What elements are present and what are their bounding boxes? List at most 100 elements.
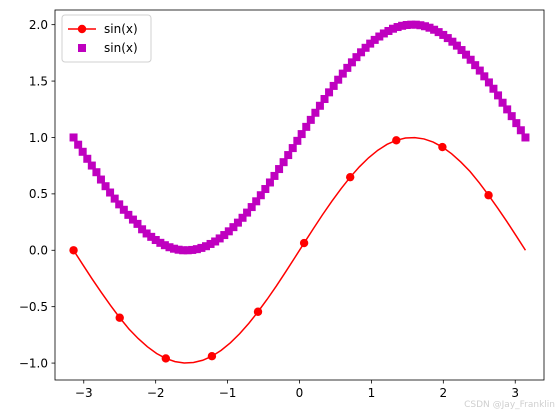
data-point-square <box>293 136 302 145</box>
data-point-square <box>288 144 297 153</box>
data-point-square <box>96 175 105 184</box>
data-point-circle <box>207 351 217 361</box>
data-point-square <box>475 66 484 75</box>
data-point-square <box>83 154 92 163</box>
data-point-square <box>466 55 475 64</box>
data-point-square <box>379 29 388 38</box>
y-tick-label: −0.5 <box>19 300 48 314</box>
data-point-square <box>416 21 425 30</box>
data-point-square <box>256 191 265 200</box>
data-point-square <box>174 245 183 254</box>
x-tick-label: 3 <box>511 386 519 400</box>
data-point-square <box>420 22 429 31</box>
data-point-square <box>233 218 242 227</box>
data-point-square <box>402 21 411 30</box>
data-point-square <box>325 88 334 97</box>
x-tick-label: 2 <box>440 386 448 400</box>
x-tick-label: 1 <box>368 386 376 400</box>
data-point-square <box>384 26 393 35</box>
data-point-square <box>347 58 356 67</box>
y-tick-label: 2.0 <box>29 18 48 32</box>
data-point-square <box>471 61 480 70</box>
data-point-square <box>462 50 471 59</box>
data-point-square <box>375 32 384 41</box>
data-point-square <box>133 219 142 228</box>
data-point-square <box>411 20 420 29</box>
data-point-square <box>430 25 439 34</box>
data-point-square <box>311 108 320 117</box>
data-point-square <box>261 185 270 194</box>
data-point-square <box>512 119 521 128</box>
axes-frame <box>54 9 545 381</box>
data-point-square <box>498 98 507 107</box>
y-tick-label: 1.0 <box>29 131 48 145</box>
data-point-square <box>357 48 366 57</box>
data-point-square <box>361 43 370 52</box>
data-point-square <box>156 238 165 247</box>
data-point-circle <box>161 354 171 363</box>
data-point-circle <box>392 136 401 145</box>
data-point-square <box>147 232 156 241</box>
data-point-square <box>297 130 306 139</box>
y-tick-label: −1.0 <box>19 356 48 370</box>
data-point-square <box>142 229 151 238</box>
data-point-square <box>165 243 174 252</box>
data-point-square <box>101 182 110 191</box>
data-point-square <box>393 23 402 32</box>
data-point-square <box>315 101 324 110</box>
data-point-square <box>247 203 256 212</box>
data-point-square <box>192 245 201 254</box>
data-point-square <box>284 151 293 160</box>
data-point-square <box>110 194 119 203</box>
data-point-circle <box>69 246 78 255</box>
data-point-square <box>188 245 197 254</box>
axes: −3 −2 −1 0 1 2 3 −1.0 −0.5 0.0 0.5 1.0 1.5 2.0 <box>19 9 545 400</box>
data-point-square <box>275 165 284 174</box>
data-point-square <box>119 205 128 214</box>
data-point-square <box>425 23 434 32</box>
data-point-square <box>507 112 516 121</box>
data-point-square <box>211 237 220 246</box>
data-point-square <box>197 243 206 252</box>
data-point-square <box>480 72 489 81</box>
data-point-square <box>69 133 78 142</box>
legend-label-series-2: sin(x) <box>104 41 138 55</box>
data-point-square <box>407 20 416 29</box>
data-point-square <box>484 78 493 87</box>
data-point-square <box>443 34 452 43</box>
data-point-square <box>494 91 503 100</box>
y-tick-label: 0.0 <box>29 244 48 258</box>
data-point-square <box>106 188 115 197</box>
data-point-square <box>270 171 279 180</box>
data-point-square <box>306 115 315 124</box>
data-point-square <box>220 231 229 240</box>
data-point-square <box>138 225 147 234</box>
data-point-square <box>92 168 101 177</box>
data-point-square <box>179 246 188 255</box>
x-tick-label: −2 <box>147 386 165 400</box>
data-point-square <box>343 63 352 72</box>
data-point-square <box>448 37 457 46</box>
data-point-square <box>320 95 329 104</box>
data-point-square <box>265 178 274 187</box>
data-point-square <box>115 200 124 209</box>
data-point-square <box>370 35 379 44</box>
data-point-square <box>78 147 87 156</box>
data-point-square <box>302 122 311 131</box>
data-point-circle <box>484 191 493 200</box>
data-point-square <box>87 161 96 170</box>
data-point-square <box>352 53 361 62</box>
data-point-square <box>151 236 160 245</box>
legend-square-swatch <box>78 44 86 52</box>
watermark: CSDN @Jay_Franklin <box>464 400 555 410</box>
data-point-square <box>243 208 252 217</box>
data-point-square <box>452 41 461 50</box>
data-point-square <box>170 244 179 253</box>
data-point-circle <box>115 313 124 322</box>
legend-circle-swatch <box>77 24 87 34</box>
data-point-square <box>252 197 261 206</box>
data-point-square <box>434 28 443 37</box>
data-point-square <box>279 158 288 167</box>
data-point-square <box>124 210 133 219</box>
x-tick-label: 0 <box>296 386 304 400</box>
